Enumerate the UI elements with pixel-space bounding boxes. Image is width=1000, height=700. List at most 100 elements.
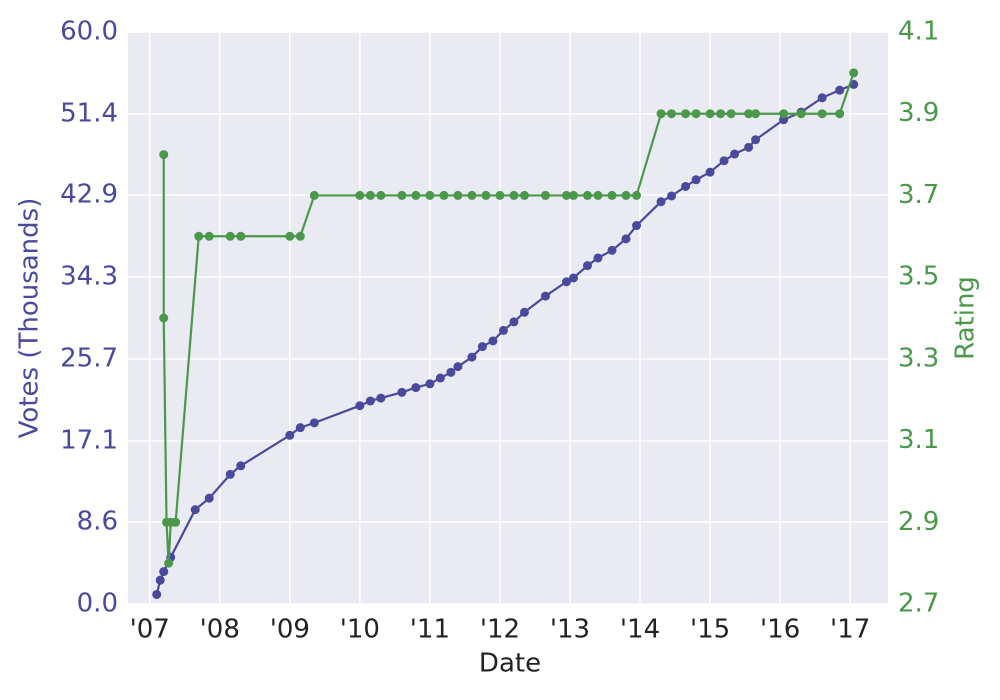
data-point xyxy=(621,190,631,200)
data-point xyxy=(488,336,498,346)
data-point xyxy=(152,589,162,599)
data-point xyxy=(667,109,677,119)
data-point xyxy=(411,383,421,393)
data-point xyxy=(435,373,445,383)
data-point xyxy=(519,307,529,317)
y2-tick-label: 3.5 xyxy=(898,262,939,292)
data-point xyxy=(561,277,571,287)
data-point xyxy=(467,190,477,200)
y2-tick-label: 3.1 xyxy=(898,425,939,455)
data-point xyxy=(744,142,754,152)
data-point xyxy=(376,393,386,403)
data-point xyxy=(285,430,295,440)
data-point xyxy=(779,109,789,119)
data-point xyxy=(849,68,859,78)
data-point xyxy=(155,575,165,585)
y2-axis-label: Rating xyxy=(951,276,981,360)
data-point xyxy=(656,109,666,119)
data-point xyxy=(355,190,365,200)
x-axis-label: Date xyxy=(479,649,541,679)
data-point xyxy=(593,253,603,263)
data-point xyxy=(681,109,691,119)
data-point xyxy=(453,362,463,372)
data-point xyxy=(190,505,200,515)
data-point xyxy=(295,231,305,241)
data-point xyxy=(425,190,435,200)
data-point xyxy=(751,109,761,119)
data-point xyxy=(285,231,295,241)
data-point xyxy=(583,261,593,271)
data-point xyxy=(817,109,827,119)
x-tick-label: '08 xyxy=(200,615,240,645)
data-point xyxy=(561,190,571,200)
x-tick-label: '10 xyxy=(340,615,380,645)
data-point xyxy=(835,109,845,119)
data-point xyxy=(607,245,617,255)
data-point xyxy=(719,156,729,166)
data-point xyxy=(568,273,578,283)
data-point xyxy=(194,231,204,241)
data-point xyxy=(632,221,642,231)
data-point xyxy=(691,109,701,119)
data-point xyxy=(171,517,181,527)
y2-tick-label: 3.7 xyxy=(898,180,939,210)
y-tick-label: 60.0 xyxy=(60,17,118,47)
y-tick-label: 51.4 xyxy=(60,98,118,128)
x-tick-label: '14 xyxy=(620,615,660,645)
data-point xyxy=(309,418,319,428)
data-point xyxy=(397,387,407,397)
x-tick-label: '11 xyxy=(410,615,450,645)
data-point xyxy=(365,396,375,406)
data-point xyxy=(593,190,603,200)
y-tick-label: 25.7 xyxy=(60,343,118,373)
data-point xyxy=(568,190,578,200)
data-point xyxy=(236,231,246,241)
data-point xyxy=(509,190,519,200)
data-point xyxy=(159,313,169,323)
data-point xyxy=(681,181,691,191)
data-point xyxy=(509,317,519,327)
data-point xyxy=(621,234,631,244)
y-axis-label: Votes (Thousands) xyxy=(15,198,45,439)
data-point xyxy=(495,190,505,200)
data-point xyxy=(355,401,365,411)
data-point xyxy=(744,109,754,119)
data-point xyxy=(730,149,740,159)
data-point xyxy=(477,342,487,352)
data-point xyxy=(751,135,761,145)
data-point xyxy=(204,493,214,503)
data-point xyxy=(632,190,642,200)
y2-tick-label: 3.9 xyxy=(898,98,939,128)
y2-tick-label: 2.7 xyxy=(898,589,939,619)
data-point xyxy=(519,190,529,200)
y-tick-label: 8.6 xyxy=(77,507,118,537)
data-point xyxy=(309,190,319,200)
y2-tick-label: 2.9 xyxy=(898,507,939,537)
data-point xyxy=(225,231,235,241)
data-point xyxy=(425,379,435,389)
data-point xyxy=(159,567,169,577)
x-tick-label: '16 xyxy=(760,615,800,645)
x-tick-label: '15 xyxy=(690,615,730,645)
data-point xyxy=(397,190,407,200)
data-point xyxy=(225,469,235,479)
data-point xyxy=(540,291,550,301)
data-point xyxy=(295,423,305,433)
data-point xyxy=(705,167,715,177)
data-point xyxy=(376,190,386,200)
data-point xyxy=(481,190,491,200)
data-point xyxy=(236,461,246,471)
x-tick-label: '12 xyxy=(480,615,520,645)
data-point xyxy=(796,109,806,119)
y2-tick-label: 4.1 xyxy=(898,17,939,47)
data-point xyxy=(835,85,845,95)
data-point xyxy=(540,190,550,200)
data-point xyxy=(705,109,715,119)
y-tick-label: 17.1 xyxy=(60,425,118,455)
data-point xyxy=(453,190,463,200)
data-point xyxy=(607,190,617,200)
data-point xyxy=(411,190,421,200)
data-point xyxy=(467,352,477,362)
data-point xyxy=(716,109,726,119)
